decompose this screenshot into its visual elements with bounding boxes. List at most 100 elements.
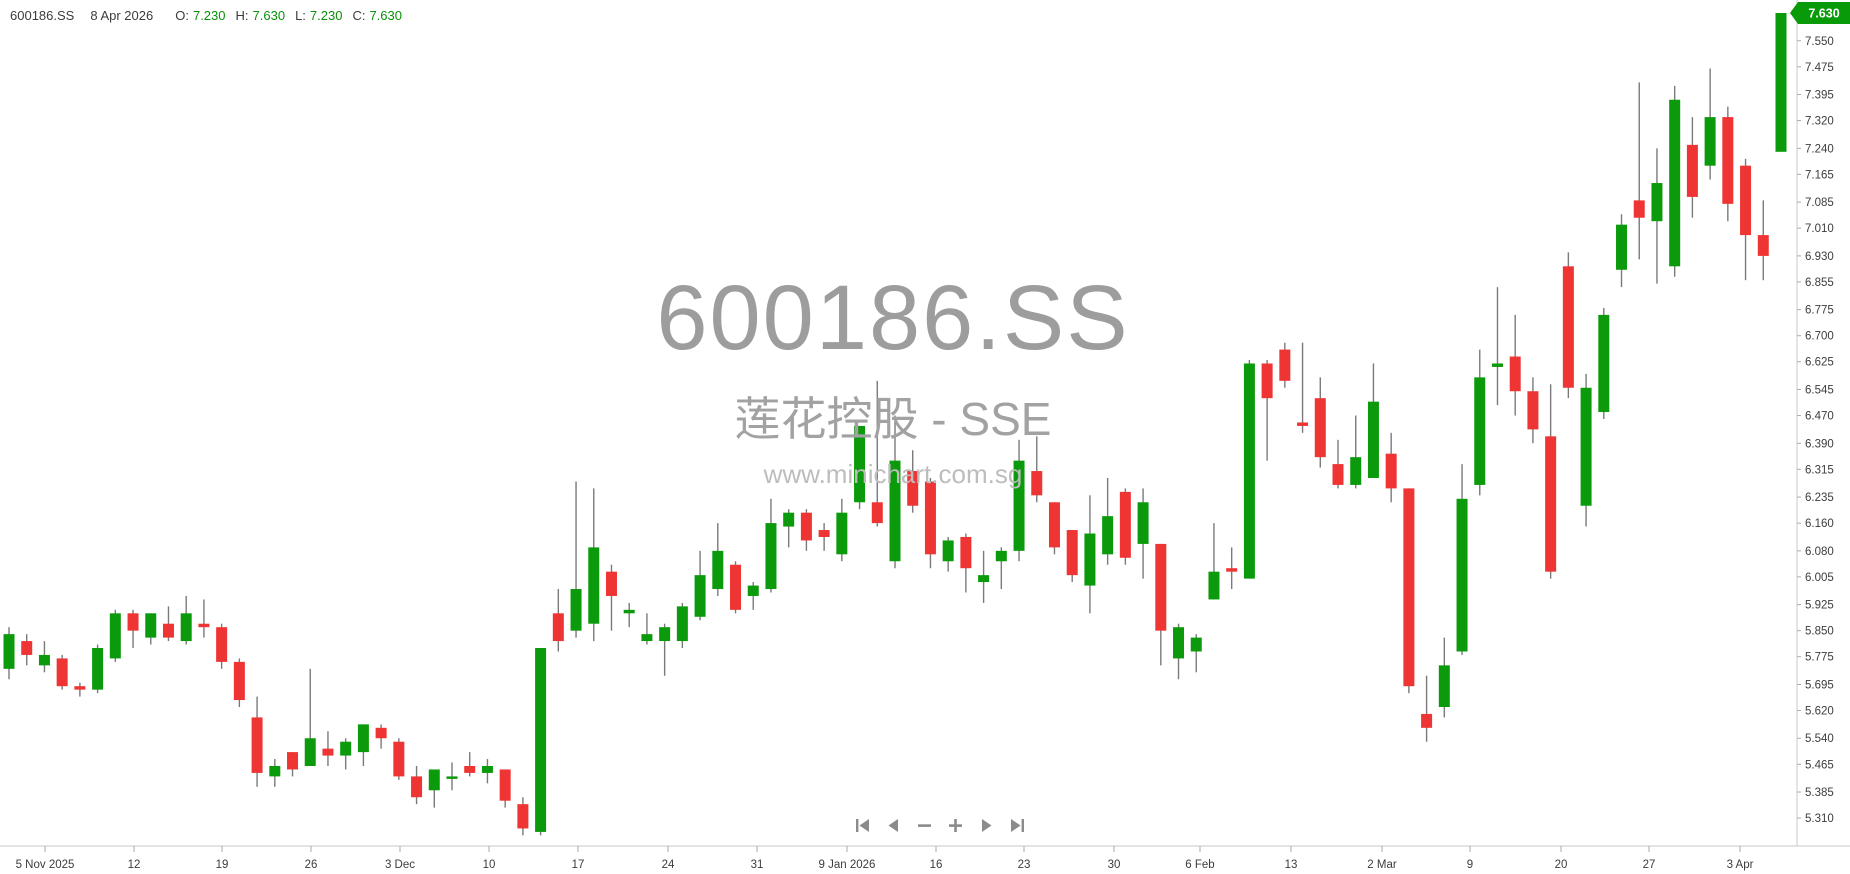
skip-end-icon	[1011, 819, 1024, 832]
candle-body	[464, 765, 476, 773]
ohlc-header: 600186.SS 8 Apr 2026 O: 7.230 H: 7.630 L…	[10, 8, 402, 23]
candle-body	[74, 686, 86, 690]
skip-start-icon	[856, 819, 869, 832]
candle-body	[818, 530, 830, 537]
candle-body	[854, 425, 866, 503]
candle-body	[56, 658, 68, 687]
candle	[1421, 675, 1433, 742]
candle-body	[712, 550, 724, 590]
chart-nav-controls	[855, 818, 1025, 833]
skip-start-button[interactable]	[855, 818, 870, 833]
candle-body	[1616, 224, 1628, 270]
zoom-in-button[interactable]	[948, 818, 963, 833]
candle	[56, 654, 68, 690]
skip-end-button[interactable]	[1010, 818, 1025, 833]
date-tick-label: 26	[305, 859, 318, 871]
candle-body	[1208, 571, 1220, 600]
date-tick-label: 9 Jan 2026	[819, 859, 876, 871]
candle	[446, 762, 458, 791]
candle	[765, 498, 777, 593]
price-tick-label: 7.550	[1805, 36, 1834, 48]
candle-body	[747, 585, 759, 596]
candle	[623, 602, 635, 628]
candle	[198, 599, 210, 638]
candle-body	[269, 765, 281, 777]
candle	[1031, 436, 1043, 503]
candle-body	[1598, 314, 1610, 413]
candle	[216, 623, 228, 669]
candle-body	[605, 571, 617, 596]
candle-body	[1438, 665, 1450, 707]
step-forward-button[interactable]	[979, 818, 994, 833]
candle	[960, 533, 972, 593]
candle-body	[570, 589, 582, 631]
date-tick-label: 27	[1643, 859, 1656, 871]
candle-body	[1403, 488, 1415, 687]
candle	[1367, 363, 1379, 478]
candle	[393, 738, 405, 780]
date-tick-label: 17	[572, 859, 585, 871]
candlestick-series	[3, 13, 1787, 836]
candle-body	[978, 575, 990, 583]
candle	[464, 752, 476, 777]
candle-body	[233, 661, 245, 701]
candle-body	[1084, 533, 1096, 586]
candle	[995, 547, 1007, 590]
candle	[1438, 637, 1450, 718]
open-label: O:	[175, 8, 189, 23]
candle-body	[694, 575, 706, 617]
candle	[1297, 342, 1309, 433]
candle-body	[960, 536, 972, 569]
candle-body	[1031, 471, 1043, 496]
candle	[428, 769, 440, 808]
candle-body	[942, 540, 954, 562]
candle	[375, 724, 387, 749]
high-value: 7.630	[252, 8, 286, 23]
candle	[1314, 377, 1326, 468]
candle-body	[357, 724, 369, 753]
candle	[1243, 360, 1255, 579]
candle	[180, 595, 192, 645]
candle	[907, 450, 919, 513]
candle	[1208, 523, 1220, 600]
price-tick-label: 5.850	[1805, 626, 1834, 638]
candle	[1633, 82, 1645, 260]
date-tick-label: 16	[930, 859, 943, 871]
candle-body	[375, 727, 387, 739]
candle	[1669, 85, 1681, 277]
candle-body	[889, 460, 901, 562]
candle	[1119, 488, 1131, 565]
price-tick-label: 6.700	[1805, 331, 1834, 343]
candle	[1598, 307, 1610, 419]
candle	[535, 648, 547, 836]
step-back-button[interactable]	[886, 818, 901, 833]
candle	[1545, 384, 1557, 579]
candle	[127, 609, 139, 649]
candle-body	[304, 738, 316, 766]
date-tick-label: 5 Nov 2025	[16, 859, 75, 871]
candle	[1686, 117, 1698, 218]
candle	[1722, 106, 1734, 222]
candle	[854, 425, 866, 510]
price-tick-label: 6.545	[1805, 384, 1834, 396]
candle	[1527, 377, 1539, 444]
price-tick-label: 7.395	[1805, 90, 1834, 102]
candle-body	[641, 634, 653, 642]
candle	[340, 738, 352, 770]
date-tick-label: 23	[1018, 859, 1031, 871]
candle-body	[411, 776, 423, 798]
low-value: 7.230	[309, 8, 343, 23]
candle-body	[499, 769, 511, 801]
candle-body	[1048, 502, 1060, 548]
zoom-out-button[interactable]	[917, 818, 932, 833]
candle-body	[783, 512, 795, 527]
candle	[1261, 360, 1273, 461]
candle	[1491, 287, 1503, 406]
candle	[730, 561, 742, 614]
candle-body	[730, 564, 742, 610]
candle	[1757, 200, 1769, 281]
candle-body	[1314, 398, 1326, 458]
candle-body	[1173, 627, 1185, 659]
price-tick-label: 7.010	[1805, 223, 1834, 235]
